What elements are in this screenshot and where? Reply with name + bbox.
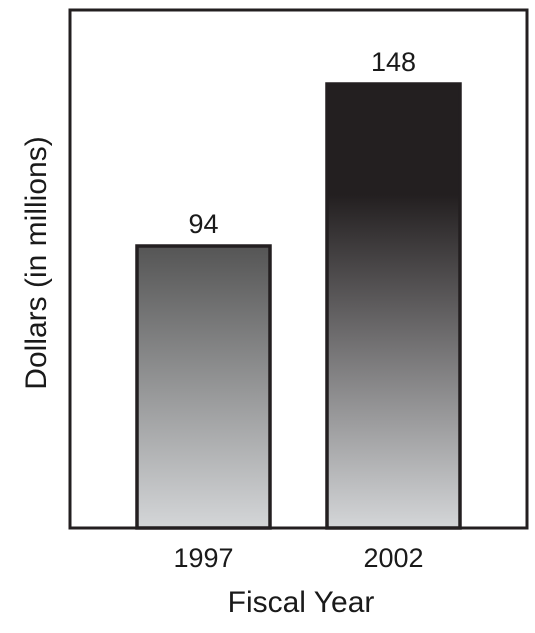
x-tick-label-1997: 1997 [173, 543, 233, 573]
bar-1997 [135, 244, 272, 530]
bar-2002 [325, 82, 462, 530]
x-axis-label: Fiscal Year [228, 586, 375, 619]
bars-layer [135, 82, 462, 530]
x-tick-label-2002: 2002 [363, 543, 423, 573]
labels-layer: 94 1997 148 2002 [173, 47, 423, 573]
data-label-2002: 148 [371, 47, 416, 77]
plot-area-frame [68, 8, 529, 530]
y-axis-label: Dollars (in millions) [20, 136, 53, 389]
data-label-1997: 94 [188, 209, 218, 239]
